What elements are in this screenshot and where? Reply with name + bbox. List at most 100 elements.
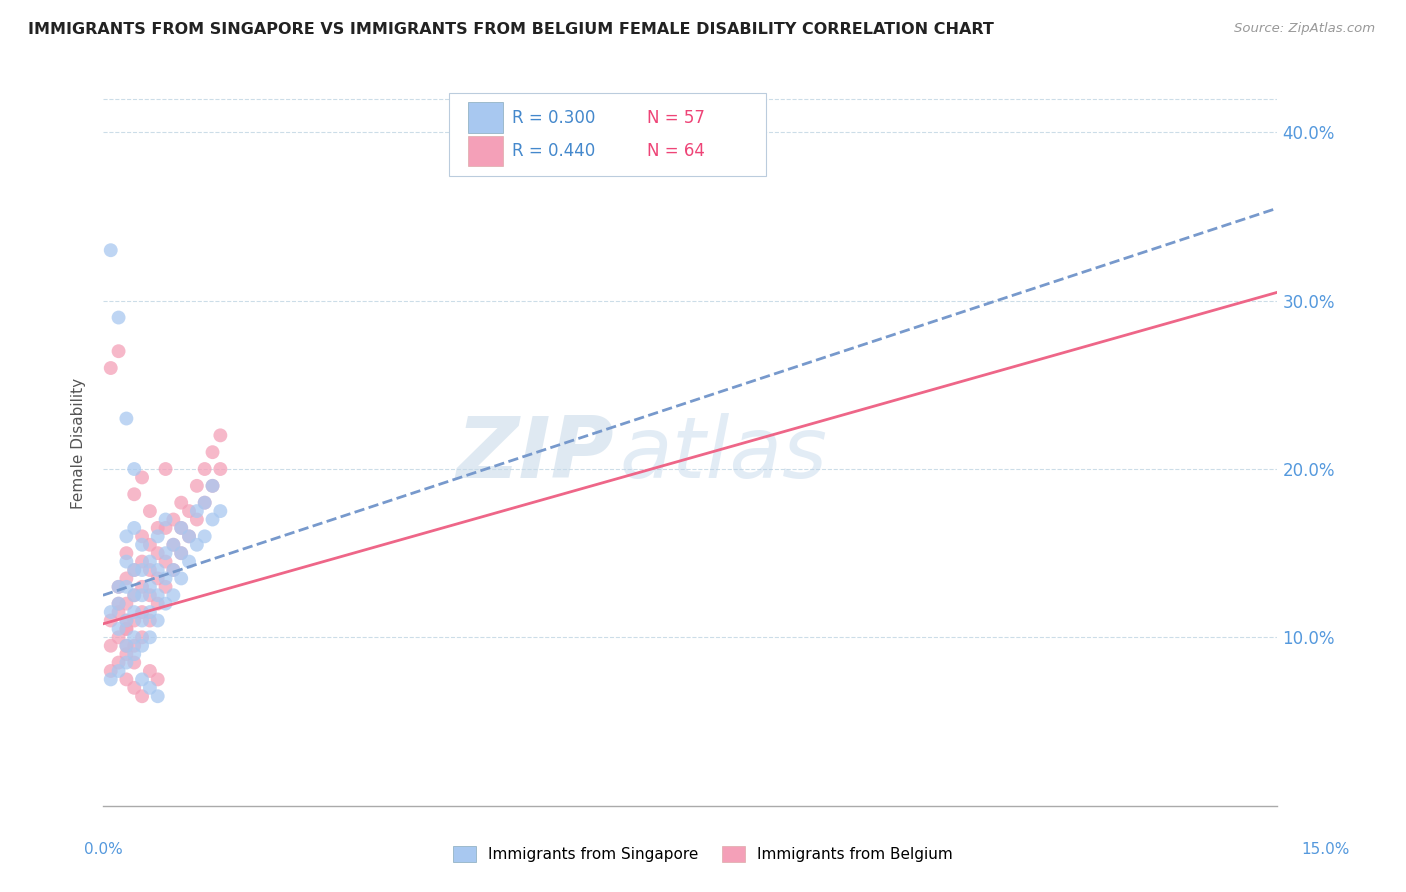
Point [107,630,129,644]
Point [162,563,184,577]
Point [100,614,122,628]
Point [131,614,153,628]
Point [100,639,122,653]
Point [122,588,145,602]
Point [139,630,162,644]
Point [155,597,177,611]
Point [209,462,232,476]
Point [115,614,138,628]
FancyBboxPatch shape [468,136,503,166]
Point [146,673,169,687]
Point [122,521,145,535]
Point [115,639,138,653]
Point [139,504,162,518]
Point [146,614,169,628]
Point [194,496,217,510]
Y-axis label: Female Disability: Female Disability [72,378,86,509]
Point [115,555,138,569]
Point [177,555,200,569]
Legend: Immigrants from Singapore, Immigrants from Belgium: Immigrants from Singapore, Immigrants fr… [447,840,959,868]
Point [115,656,138,670]
Point [107,580,129,594]
Point [155,580,177,594]
Point [122,487,145,501]
Text: 15.0%: 15.0% [1302,842,1350,857]
Point [194,496,217,510]
Point [115,571,138,585]
Point [139,563,162,577]
Point [115,546,138,560]
Point [155,462,177,476]
Point [100,361,122,376]
Point [131,630,153,644]
Point [201,479,224,493]
Point [155,512,177,526]
Point [146,597,169,611]
Point [177,529,200,543]
Point [107,605,129,619]
Point [201,512,224,526]
Point [162,563,184,577]
Point [186,512,208,526]
Point [139,555,162,569]
Point [122,647,145,661]
Point [131,538,153,552]
Point [131,555,153,569]
Point [107,656,129,670]
Point [162,588,184,602]
Point [146,571,169,585]
Point [131,580,153,594]
Point [146,521,169,535]
FancyBboxPatch shape [468,103,503,133]
Point [122,681,145,695]
Point [100,244,122,258]
Point [146,563,169,577]
Point [115,597,138,611]
Point [122,563,145,577]
Point [162,538,184,552]
Point [115,614,138,628]
Point [146,546,169,560]
Point [146,529,169,543]
Point [162,512,184,526]
Point [162,538,184,552]
FancyBboxPatch shape [450,93,766,176]
Point [115,411,138,425]
Point [139,605,162,619]
Point [146,588,169,602]
Point [155,571,177,585]
Point [194,529,217,543]
Point [131,673,153,687]
Point [131,605,153,619]
Text: atlas: atlas [620,413,828,496]
Point [131,588,153,602]
Point [139,614,162,628]
Point [170,496,193,510]
Point [122,605,145,619]
Point [170,546,193,560]
Point [100,605,122,619]
Point [122,588,145,602]
Point [186,504,208,518]
Point [100,673,122,687]
Point [115,647,138,661]
Point [115,673,138,687]
Point [115,580,138,594]
Point [201,479,224,493]
Text: Source: ZipAtlas.com: Source: ZipAtlas.com [1234,22,1375,36]
Point [201,445,224,459]
Point [177,529,200,543]
Point [186,538,208,552]
Point [107,597,129,611]
Point [155,555,177,569]
Point [122,656,145,670]
Point [131,470,153,484]
Point [194,462,217,476]
Point [155,546,177,560]
Text: R = 0.300: R = 0.300 [512,109,595,127]
Point [139,538,162,552]
Point [170,521,193,535]
Point [107,597,129,611]
Point [122,614,145,628]
Text: ZIP: ZIP [456,413,614,496]
